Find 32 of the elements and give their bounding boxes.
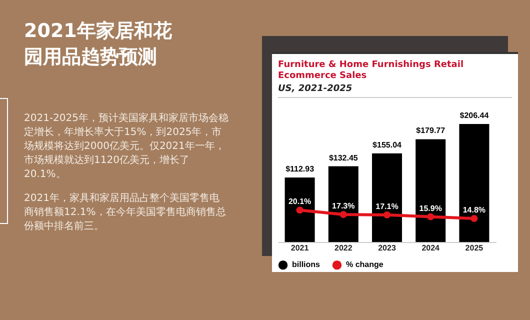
chart-title: Furniture & Home Furnishings Retail Ecommerce Sales [278, 60, 465, 82]
data-label: 17.1% [376, 202, 398, 211]
chart-subtitle: US, 2021-2025 [278, 84, 512, 98]
x-tick-label: 2021 [290, 244, 310, 252]
bar [459, 124, 490, 242]
bar [372, 153, 402, 242]
data-label: $206.44 [460, 111, 490, 120]
point [296, 206, 304, 214]
data-label: $112.93 [286, 164, 315, 174]
data-label: 20.1% [288, 197, 312, 206]
x-tick-label: 2022 [334, 244, 353, 252]
text: 2021年，家具和家居用品占整个美国零售电商销售额12.1%，在今年美国零售电商销售总份额中排名前三。 [24, 192, 227, 234]
data-label: 15.9% [419, 204, 442, 213]
x-tick-label: 2025 [465, 244, 484, 252]
data-label: 17.3% [332, 202, 355, 211]
text: 2021年家居和花园用品趋势预测 [24, 19, 173, 70]
legend-label: % change [346, 260, 384, 270]
legend-label: billions [292, 260, 321, 270]
data-label: $132.45 [328, 153, 358, 162]
point [470, 214, 478, 222]
bar [284, 177, 315, 242]
point [383, 211, 391, 218]
point [427, 213, 434, 220]
x-tick-label: 2023 [378, 244, 396, 252]
bar [328, 166, 358, 242]
point [340, 211, 347, 218]
data-label: $179.77 [416, 126, 446, 136]
data-label: 14.8% [462, 206, 486, 215]
bar [416, 139, 446, 242]
x-tick-label: 2024 [422, 244, 440, 252]
data-label: $155.04 [372, 140, 402, 150]
text: 2021-2025年，预计美国家具和家居市场会稳定增长，年增长率大于15%，到2025年，市场规模将达到2000亿美元。仅2021年一年，市场规模就达到1120亿美元，增长了20.1%。 [24, 112, 229, 182]
